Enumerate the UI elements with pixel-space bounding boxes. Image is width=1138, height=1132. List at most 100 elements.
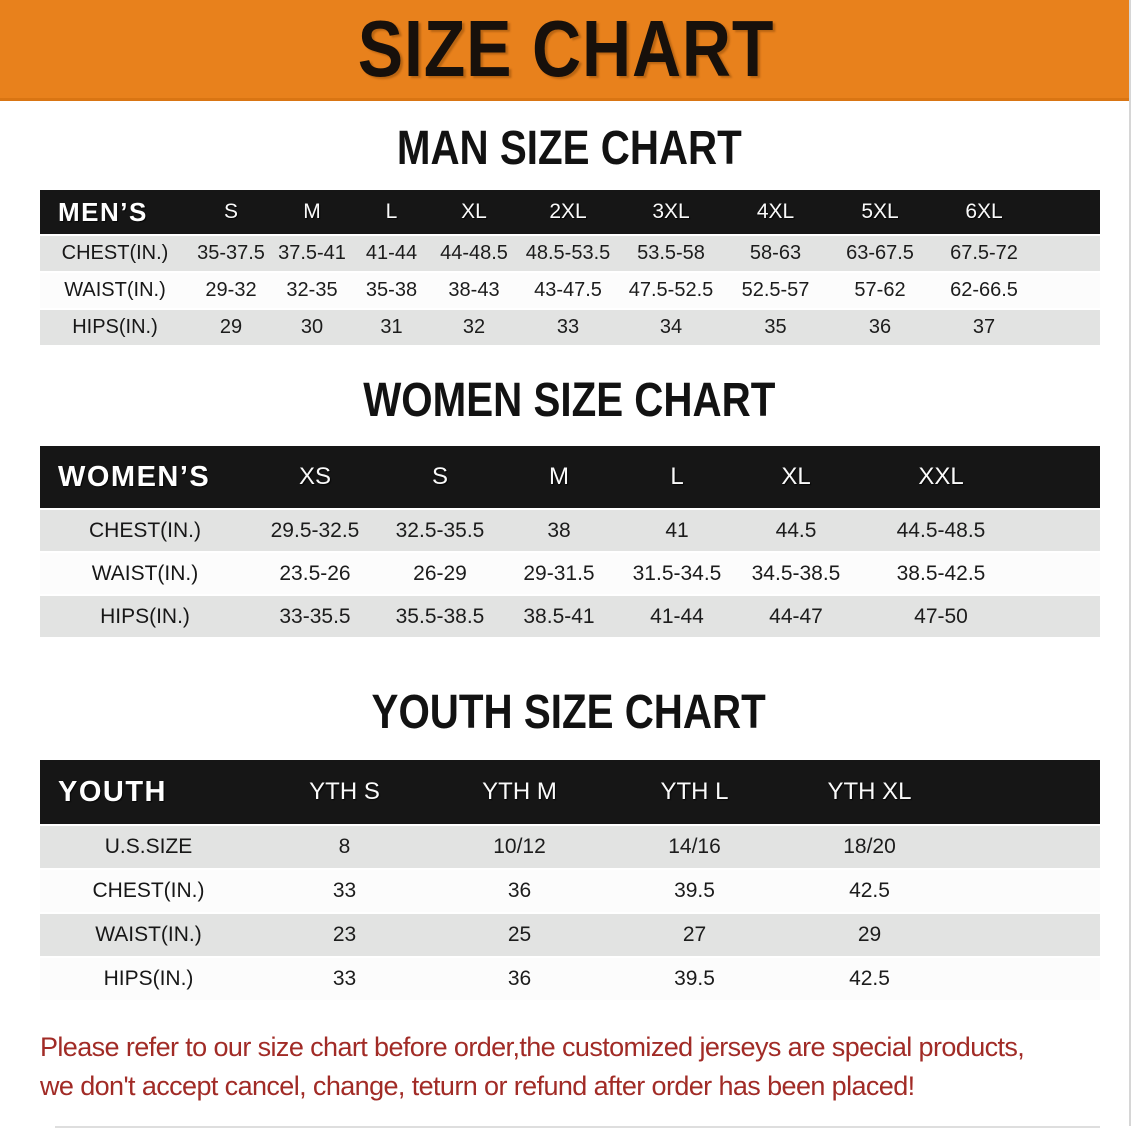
row-label: CHEST(IN.) — [40, 236, 190, 271]
youth-hips-row: HIPS(IN.) 33 36 39.5 42.5 — [40, 958, 1100, 1000]
women-chest-row: CHEST(IN.) 29.5-32.5 32.5-35.5 38 41 44.… — [40, 510, 1100, 551]
row-label: WAIST(IN.) — [40, 273, 190, 308]
cell: 39.5 — [607, 958, 782, 1000]
row-label: WAIST(IN.) — [40, 553, 250, 594]
cell: 31 — [352, 310, 431, 345]
row-label: CHEST(IN.) — [40, 870, 257, 912]
banner: SIZE CHART — [0, 0, 1131, 101]
cell: 48.5-53.5 — [517, 236, 619, 271]
women-section-title: WOMEN SIZE CHART — [362, 374, 776, 427]
men-section-heading: MAN SIZE CHART — [0, 121, 1138, 176]
men-chest-row: CHEST(IN.) 35-37.5 37.5-41 41-44 44-48.5… — [40, 236, 1100, 271]
cell: 33 — [257, 958, 432, 1000]
men-col-2xl: 2XL — [517, 190, 619, 234]
men-header-row: MEN’S S M L XL 2XL 3XL 4XL 5XL 6XL — [40, 190, 1100, 234]
cell: 52.5-57 — [723, 273, 828, 308]
cell: 8 — [257, 826, 432, 868]
men-col-l: L — [352, 190, 431, 234]
row-label: U.S.SIZE — [40, 826, 257, 868]
right-edge-line — [1129, 0, 1131, 1126]
youth-section-heading: YOUTH SIZE CHART — [0, 685, 1138, 740]
spacer-cell — [1026, 446, 1100, 508]
cell: 32 — [431, 310, 517, 345]
men-category-label: MEN’S — [40, 190, 190, 234]
youth-ussize-row: U.S.SIZE 8 10/12 14/16 18/20 — [40, 826, 1100, 868]
cell: 38-43 — [431, 273, 517, 308]
men-col-xl: XL — [431, 190, 517, 234]
cell: 39.5 — [607, 870, 782, 912]
cell: 36 — [432, 958, 607, 1000]
cell: 33 — [257, 870, 432, 912]
cell: 33-35.5 — [250, 596, 380, 637]
spacer-cell — [957, 870, 1100, 912]
spacer-cell — [957, 760, 1100, 824]
cell: 57-62 — [828, 273, 932, 308]
cell: 42.5 — [782, 958, 957, 1000]
cell: 44-47 — [736, 596, 856, 637]
spacer-cell — [1026, 510, 1100, 551]
row-label: CHEST(IN.) — [40, 510, 250, 551]
women-hips-row: HIPS(IN.) 33-35.5 35.5-38.5 38.5-41 41-4… — [40, 596, 1100, 637]
row-label: HIPS(IN.) — [40, 310, 190, 345]
cell: 10/12 — [432, 826, 607, 868]
order-policy-note: Please refer to our size chart before or… — [0, 1028, 1138, 1106]
women-col-m: M — [500, 446, 618, 508]
cell: 31.5-34.5 — [618, 553, 736, 594]
cell: 35-38 — [352, 273, 431, 308]
cell: 34 — [619, 310, 723, 345]
note-line-1: Please refer to our size chart before or… — [40, 1032, 1025, 1062]
youth-col-s: YTH S — [257, 760, 432, 824]
page-title: SIZE CHART — [357, 4, 774, 93]
cell: 38.5-42.5 — [856, 553, 1026, 594]
cell: 33 — [517, 310, 619, 345]
spacer-cell — [1036, 190, 1100, 234]
cell: 62-66.5 — [932, 273, 1036, 308]
cell: 14/16 — [607, 826, 782, 868]
cell: 38.5-41 — [500, 596, 618, 637]
women-category-label: WOMEN’S — [40, 446, 250, 508]
men-waist-row: WAIST(IN.) 29-32 32-35 35-38 38-43 43-47… — [40, 273, 1100, 308]
spacer-cell — [957, 914, 1100, 956]
cell: 44.5-48.5 — [856, 510, 1026, 551]
women-col-xxl: XXL — [856, 446, 1026, 508]
youth-header-row: YOUTH YTH S YTH M YTH L YTH XL — [40, 760, 1100, 824]
cell: 23.5-26 — [250, 553, 380, 594]
cell: 53.5-58 — [619, 236, 723, 271]
spacer-cell — [1036, 273, 1100, 308]
women-col-s: S — [380, 446, 500, 508]
cell: 30 — [272, 310, 352, 345]
cell: 26-29 — [380, 553, 500, 594]
cell: 29-32 — [190, 273, 272, 308]
cell: 63-67.5 — [828, 236, 932, 271]
women-col-xs: XS — [250, 446, 380, 508]
women-section-heading: WOMEN SIZE CHART — [0, 373, 1138, 428]
cell: 44.5 — [736, 510, 856, 551]
cell: 47-50 — [856, 596, 1026, 637]
cell: 47.5-52.5 — [619, 273, 723, 308]
youth-category-label: YOUTH — [40, 760, 257, 824]
youth-section-title: YOUTH SIZE CHART — [371, 686, 767, 739]
cell: 18/20 — [782, 826, 957, 868]
cell: 25 — [432, 914, 607, 956]
cell: 44-48.5 — [431, 236, 517, 271]
cell: 42.5 — [782, 870, 957, 912]
row-label: HIPS(IN.) — [40, 596, 250, 637]
cell: 38 — [500, 510, 618, 551]
cell: 29.5-32.5 — [250, 510, 380, 551]
men-col-4xl: 4XL — [723, 190, 828, 234]
spacer-cell — [1026, 596, 1100, 637]
cell: 29-31.5 — [500, 553, 618, 594]
youth-col-l: YTH L — [607, 760, 782, 824]
cell: 32-35 — [272, 273, 352, 308]
cell: 67.5-72 — [932, 236, 1036, 271]
cell: 29 — [190, 310, 272, 345]
cell: 35.5-38.5 — [380, 596, 500, 637]
cell: 35-37.5 — [190, 236, 272, 271]
women-header-row: WOMEN’S XS S M L XL XXL — [40, 446, 1100, 508]
youth-col-xl: YTH XL — [782, 760, 957, 824]
youth-size-table: YOUTH YTH S YTH M YTH L YTH XL U.S.SIZE … — [40, 758, 1100, 1002]
row-label: WAIST(IN.) — [40, 914, 257, 956]
men-col-6xl: 6XL — [932, 190, 1036, 234]
men-size-table: MEN’S S M L XL 2XL 3XL 4XL 5XL 6XL CHEST… — [40, 188, 1100, 347]
youth-col-m: YTH M — [432, 760, 607, 824]
